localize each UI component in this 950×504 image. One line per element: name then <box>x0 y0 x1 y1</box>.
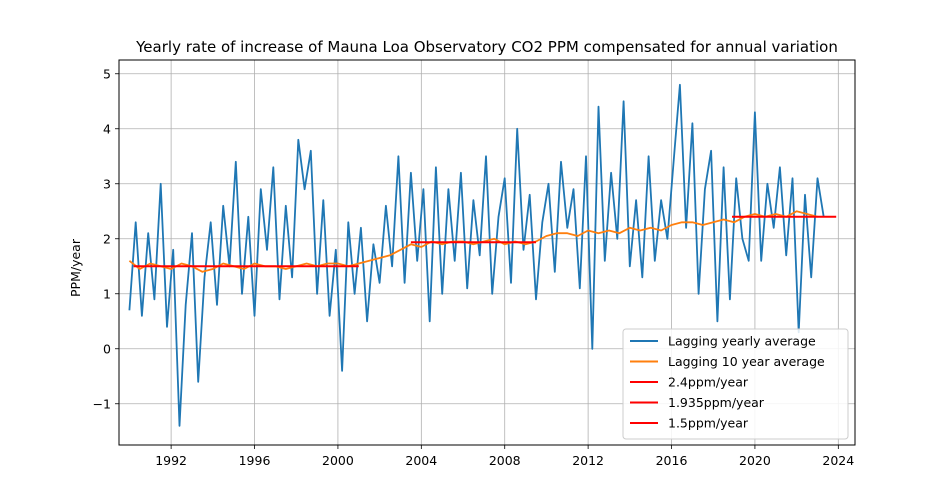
data-series <box>128 83 837 427</box>
x-tick-label: 2008 <box>489 453 521 468</box>
x-tick-label: 1996 <box>239 453 271 468</box>
legend-label: Lagging 10 year average <box>668 354 825 369</box>
y-tick-label: 0 <box>103 341 111 356</box>
axis-ticks: 1992 1996 2000 2004 2008 2012 2016 2020 2024 −1 0 1… <box>93 66 855 468</box>
y-tick-label: 3 <box>103 176 111 191</box>
x-tick-label: 2000 <box>322 453 354 468</box>
legend-label: 2.4ppm/year <box>668 375 749 390</box>
x-tick-label: 2024 <box>822 453 854 468</box>
y-tick-label: 5 <box>103 66 111 81</box>
series-line-lagging-10-year-average <box>128 210 818 273</box>
y-tick-label: 2 <box>103 231 111 246</box>
x-tick-label: 2004 <box>405 453 437 468</box>
x-tick-label: 2012 <box>572 453 604 468</box>
legend-box <box>622 328 849 440</box>
chart-title: Yearly rate of increase of Mauna Loa Obs… <box>135 38 838 56</box>
x-tick-label: 1992 <box>155 453 187 468</box>
y-tick-label: 4 <box>103 121 111 136</box>
y-tick-label: −1 <box>93 396 111 411</box>
x-tick-label: 2020 <box>739 453 771 468</box>
legend-label: 1.935ppm/year <box>668 395 765 410</box>
legend: Lagging yearly average Lagging 10 year av… <box>622 328 849 440</box>
plot-frame <box>118 59 856 446</box>
y-axis-label: PPM/year <box>68 238 83 297</box>
x-tick-label: 2016 <box>656 453 688 468</box>
legend-label: Lagging yearly average <box>668 334 816 349</box>
legend-label: 1.5ppm/year <box>668 416 749 431</box>
y-tick-label: 1 <box>103 286 111 301</box>
series-line-lagging-yearly-average <box>128 83 825 427</box>
